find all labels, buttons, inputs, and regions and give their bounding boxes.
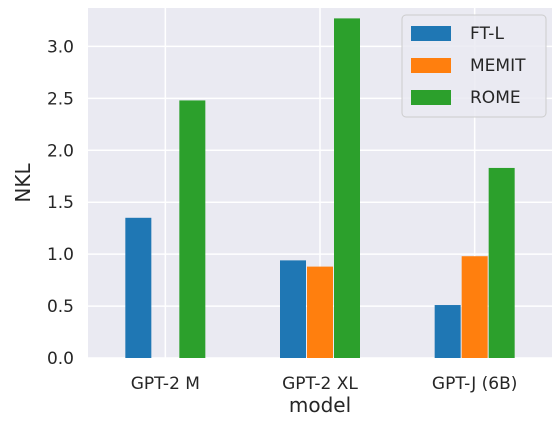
y-tick-label: 2.0	[47, 141, 74, 161]
y-axis-label: NKL	[11, 163, 35, 203]
legend-swatch-memit	[411, 58, 451, 73]
y-tick-label: 1.5	[47, 193, 74, 213]
y-tick-labels: 0.0 0.5 1.0 1.5 2.0 2.5 3.0	[47, 37, 74, 369]
x-axis-label: model	[289, 393, 351, 417]
y-tick-label: 0.5	[47, 297, 74, 317]
y-tick-label: 0.0	[47, 349, 74, 369]
y-tick-label: 2.5	[47, 89, 74, 109]
legend-swatch-rome	[411, 90, 451, 105]
y-tick-label: 3.0	[47, 37, 74, 57]
bar-rome-3	[488, 167, 515, 358]
y-tick-label: 1.0	[47, 245, 74, 265]
bar-ft-l-2	[280, 260, 306, 358]
legend-label-memit: MEMIT	[470, 56, 526, 76]
bar-rome-1	[179, 100, 206, 359]
bar-memit-2	[307, 266, 333, 358]
legend-label-rome: ROME	[470, 88, 521, 108]
bars	[125, 18, 515, 359]
legend: FT-L MEMIT ROME	[401, 14, 547, 118]
legend-label-ft-l: FT-L	[470, 24, 504, 44]
x-tick-labels: GPT-2 M GPT-2 XL GPT-J (6B)	[131, 374, 518, 394]
bar-ft-l-3	[434, 305, 461, 358]
x-tick-label: GPT-2 M	[131, 374, 200, 394]
bar-memit-3	[461, 256, 488, 358]
bar-ft-l-1	[125, 217, 152, 358]
x-tick-label: GPT-J (6B)	[432, 374, 518, 394]
bar-rome-2	[334, 18, 360, 359]
legend-swatch-ft-l	[411, 26, 451, 41]
x-tick-label: GPT-2 XL	[282, 374, 358, 394]
